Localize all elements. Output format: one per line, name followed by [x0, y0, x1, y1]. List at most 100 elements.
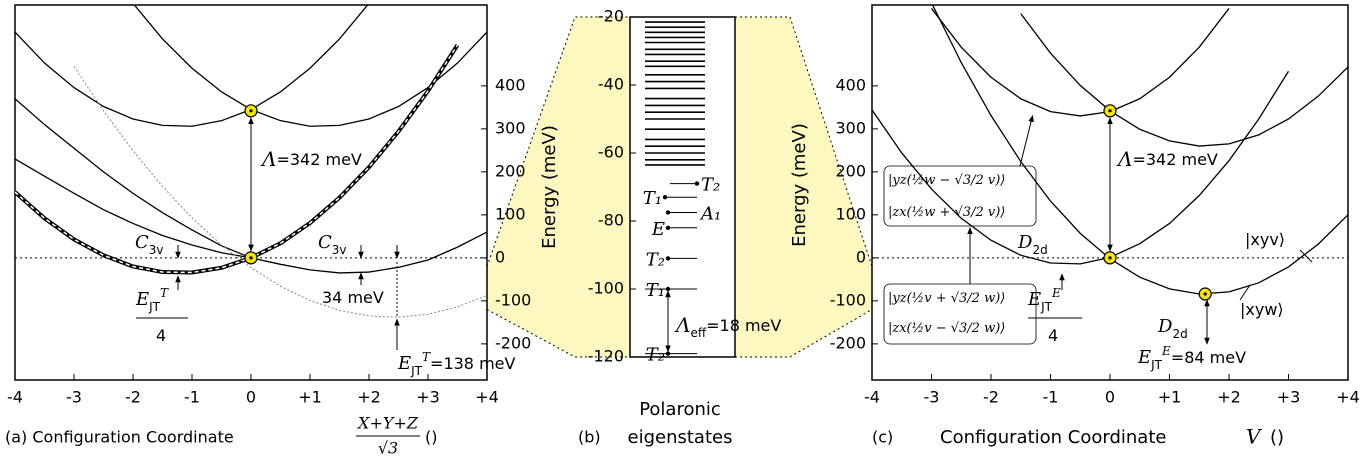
annotation-part: T [160, 286, 169, 300]
level-label: A₁ [699, 204, 721, 225]
x-tick-label: -1 [1043, 388, 1059, 407]
level-label: E [651, 219, 665, 240]
annotation: D2d [1017, 232, 1048, 257]
annotation-part: C [135, 232, 149, 253]
point-center [1108, 256, 1112, 260]
annotation-part: 34 meV [322, 288, 384, 307]
plot-frame [629, 16, 736, 358]
annotation: C3v [318, 232, 347, 257]
arrow [1019, 114, 1034, 167]
y-tick-label: -80 [598, 211, 624, 230]
annotation-part: JT [1150, 358, 1163, 372]
point-center [249, 109, 253, 113]
x-axis-label: (b) [578, 428, 601, 447]
y-tick-label: -120 [588, 347, 624, 366]
x-axis-label-line: Polaronic [639, 399, 721, 420]
x-tick-label: +4 [475, 388, 499, 407]
leader [1239, 284, 1251, 301]
annotation-part: 4 [1048, 326, 1058, 345]
annotation: EJTT [135, 286, 169, 314]
annotation-part: |yz(½v + √3/2 w)⟩ [888, 291, 1005, 306]
x-tick-label: +1 [1158, 388, 1182, 407]
y-tick-label: -200 [495, 333, 531, 352]
x-axis-label-num: X+Y+Z [356, 414, 419, 433]
curve-dash [15, 44, 459, 274]
ket-box [883, 283, 1037, 345]
highlight-edge [486, 309, 630, 358]
annotation-part: |yz(½w − √3/2 v)⟩ [888, 173, 1005, 188]
x-tick-label: +1 [298, 388, 322, 407]
annotation-part: E [397, 353, 411, 374]
level-dot [665, 286, 671, 292]
y-tick-label: 400 [495, 75, 526, 94]
annotation-part: Λ [260, 147, 276, 171]
highlight-edge [735, 16, 873, 267]
annotation: Λeff=18 meV [674, 313, 781, 340]
y-tick-label: 400 [835, 75, 866, 94]
y-tick-label: 300 [835, 118, 866, 137]
highlight-right [735, 17, 872, 357]
y-tick-label: 200 [495, 161, 526, 180]
curve [931, 5, 1348, 295]
y-tick-label: -200 [830, 333, 866, 352]
x-tick-label: +2 [357, 388, 381, 407]
y-tick-label: 0 [856, 247, 866, 266]
point-center [249, 256, 253, 260]
curve [15, 98, 252, 259]
level-dot [665, 210, 671, 215]
curve [872, 70, 1290, 265]
annotation: |xyv⟩ [1245, 230, 1285, 249]
annotation-part: =138 meV [430, 354, 515, 373]
annotation-part: E [1137, 347, 1151, 368]
annotation-part: Λ [1116, 147, 1132, 171]
annotation-part: E [1051, 286, 1061, 300]
annotation-part: |zx(½w + √3/2 v)⟩ [888, 205, 1005, 220]
annotation-part: |xyw⟩ [1240, 300, 1284, 319]
y-tick-label: 100 [495, 204, 526, 223]
x-tick-label: 0 [1105, 388, 1115, 407]
curves [15, 5, 487, 318]
annotation-part: 2d [1032, 243, 1047, 257]
annotation-part: C [318, 232, 332, 253]
level-dot [694, 181, 700, 186]
y-tick-label: -20 [598, 7, 624, 26]
annotation: |zx(½w + √3/2 v)⟩ [888, 205, 1005, 220]
annotation-part: D [1157, 316, 1173, 337]
annotation-part: JT [148, 300, 161, 314]
x-tick-label: -3 [66, 388, 82, 407]
annotation: |yz(½w − √3/2 v)⟩ [888, 173, 1005, 188]
x-axis-label-var: V [1246, 425, 1263, 449]
x-axis-label: (c) [872, 428, 893, 447]
annotation-part: 2d [1172, 327, 1187, 341]
curve [15, 43, 460, 275]
y-tick-label: -40 [598, 75, 624, 94]
annotation-part: =342 meV [1132, 150, 1217, 169]
level-dot [662, 195, 668, 200]
annotation: EJTE=84 meV [1137, 344, 1246, 372]
x-axis-label-unit: () [425, 428, 437, 447]
annotation-part: |zx(½v − √3/2 w)⟩ [888, 321, 1005, 336]
annotation-part: T [422, 350, 431, 364]
y-tick-label: 200 [835, 161, 866, 180]
annotation: 4 [1048, 326, 1058, 345]
annotation-part: E [135, 289, 149, 310]
y-axis-label: Energy (meV) [539, 125, 560, 249]
y-tick-label: -100 [588, 279, 624, 298]
annotation-part: E [1161, 344, 1171, 358]
x-tick-label: +4 [1336, 388, 1360, 407]
level-dot [665, 256, 671, 261]
annotation-part: Λ [674, 313, 690, 337]
annotation: 4 [156, 326, 166, 345]
y-axis-label: Energy (meV) [789, 123, 810, 247]
annotation-part: E [1027, 289, 1041, 310]
leader [1299, 249, 1313, 263]
level-label: T₂ [701, 175, 720, 196]
highlight-edge [486, 16, 630, 267]
point-center [1108, 109, 1112, 113]
annotation-part: eff [690, 326, 706, 340]
curve [930, 8, 1230, 117]
level-label: T₂ [646, 249, 665, 270]
y-tick-label: -100 [495, 290, 531, 309]
level-label: T₁ [646, 280, 665, 301]
y-tick-label: 300 [495, 118, 526, 137]
